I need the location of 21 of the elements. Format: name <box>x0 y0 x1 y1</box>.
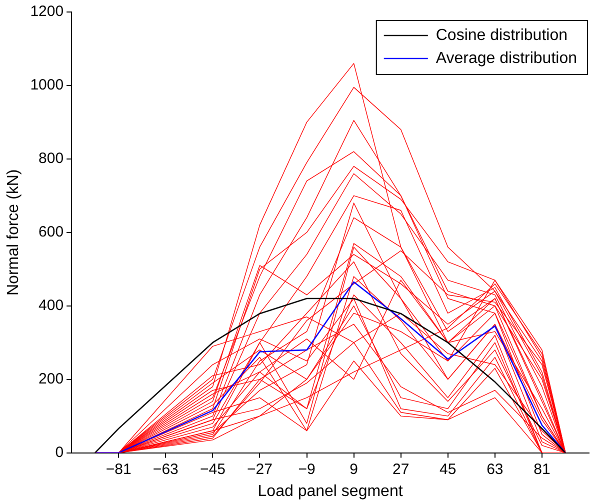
y-tick-label: 200 <box>38 370 64 388</box>
x-tick-label: −27 <box>247 460 272 478</box>
y-tick-label: 400 <box>38 297 64 314</box>
legend-label: Cosine distribution <box>436 26 568 44</box>
x-tick-label: −45 <box>200 460 226 478</box>
y-tick-label: 800 <box>38 150 64 168</box>
x-tick-label: 81 <box>534 460 550 478</box>
legend-label: Average distribution <box>436 50 577 67</box>
x-tick-label: 9 <box>350 460 358 478</box>
y-axis-title: Normal force (kN) <box>5 169 22 296</box>
y-tick-label: 1000 <box>30 76 64 94</box>
x-axis-title: Load panel segment <box>258 482 404 500</box>
y-tick-label: 0 <box>55 444 64 461</box>
x-tick-label: −63 <box>152 460 178 478</box>
x-tick-label: −81 <box>106 460 132 478</box>
y-tick-label: 600 <box>38 224 64 241</box>
x-tick-label: −9 <box>298 460 316 478</box>
x-tick-label: 27 <box>392 460 410 478</box>
y-tick-label: 1200 <box>30 3 64 20</box>
x-tick-label: 63 <box>486 460 504 478</box>
x-tick-label: 45 <box>440 460 456 478</box>
